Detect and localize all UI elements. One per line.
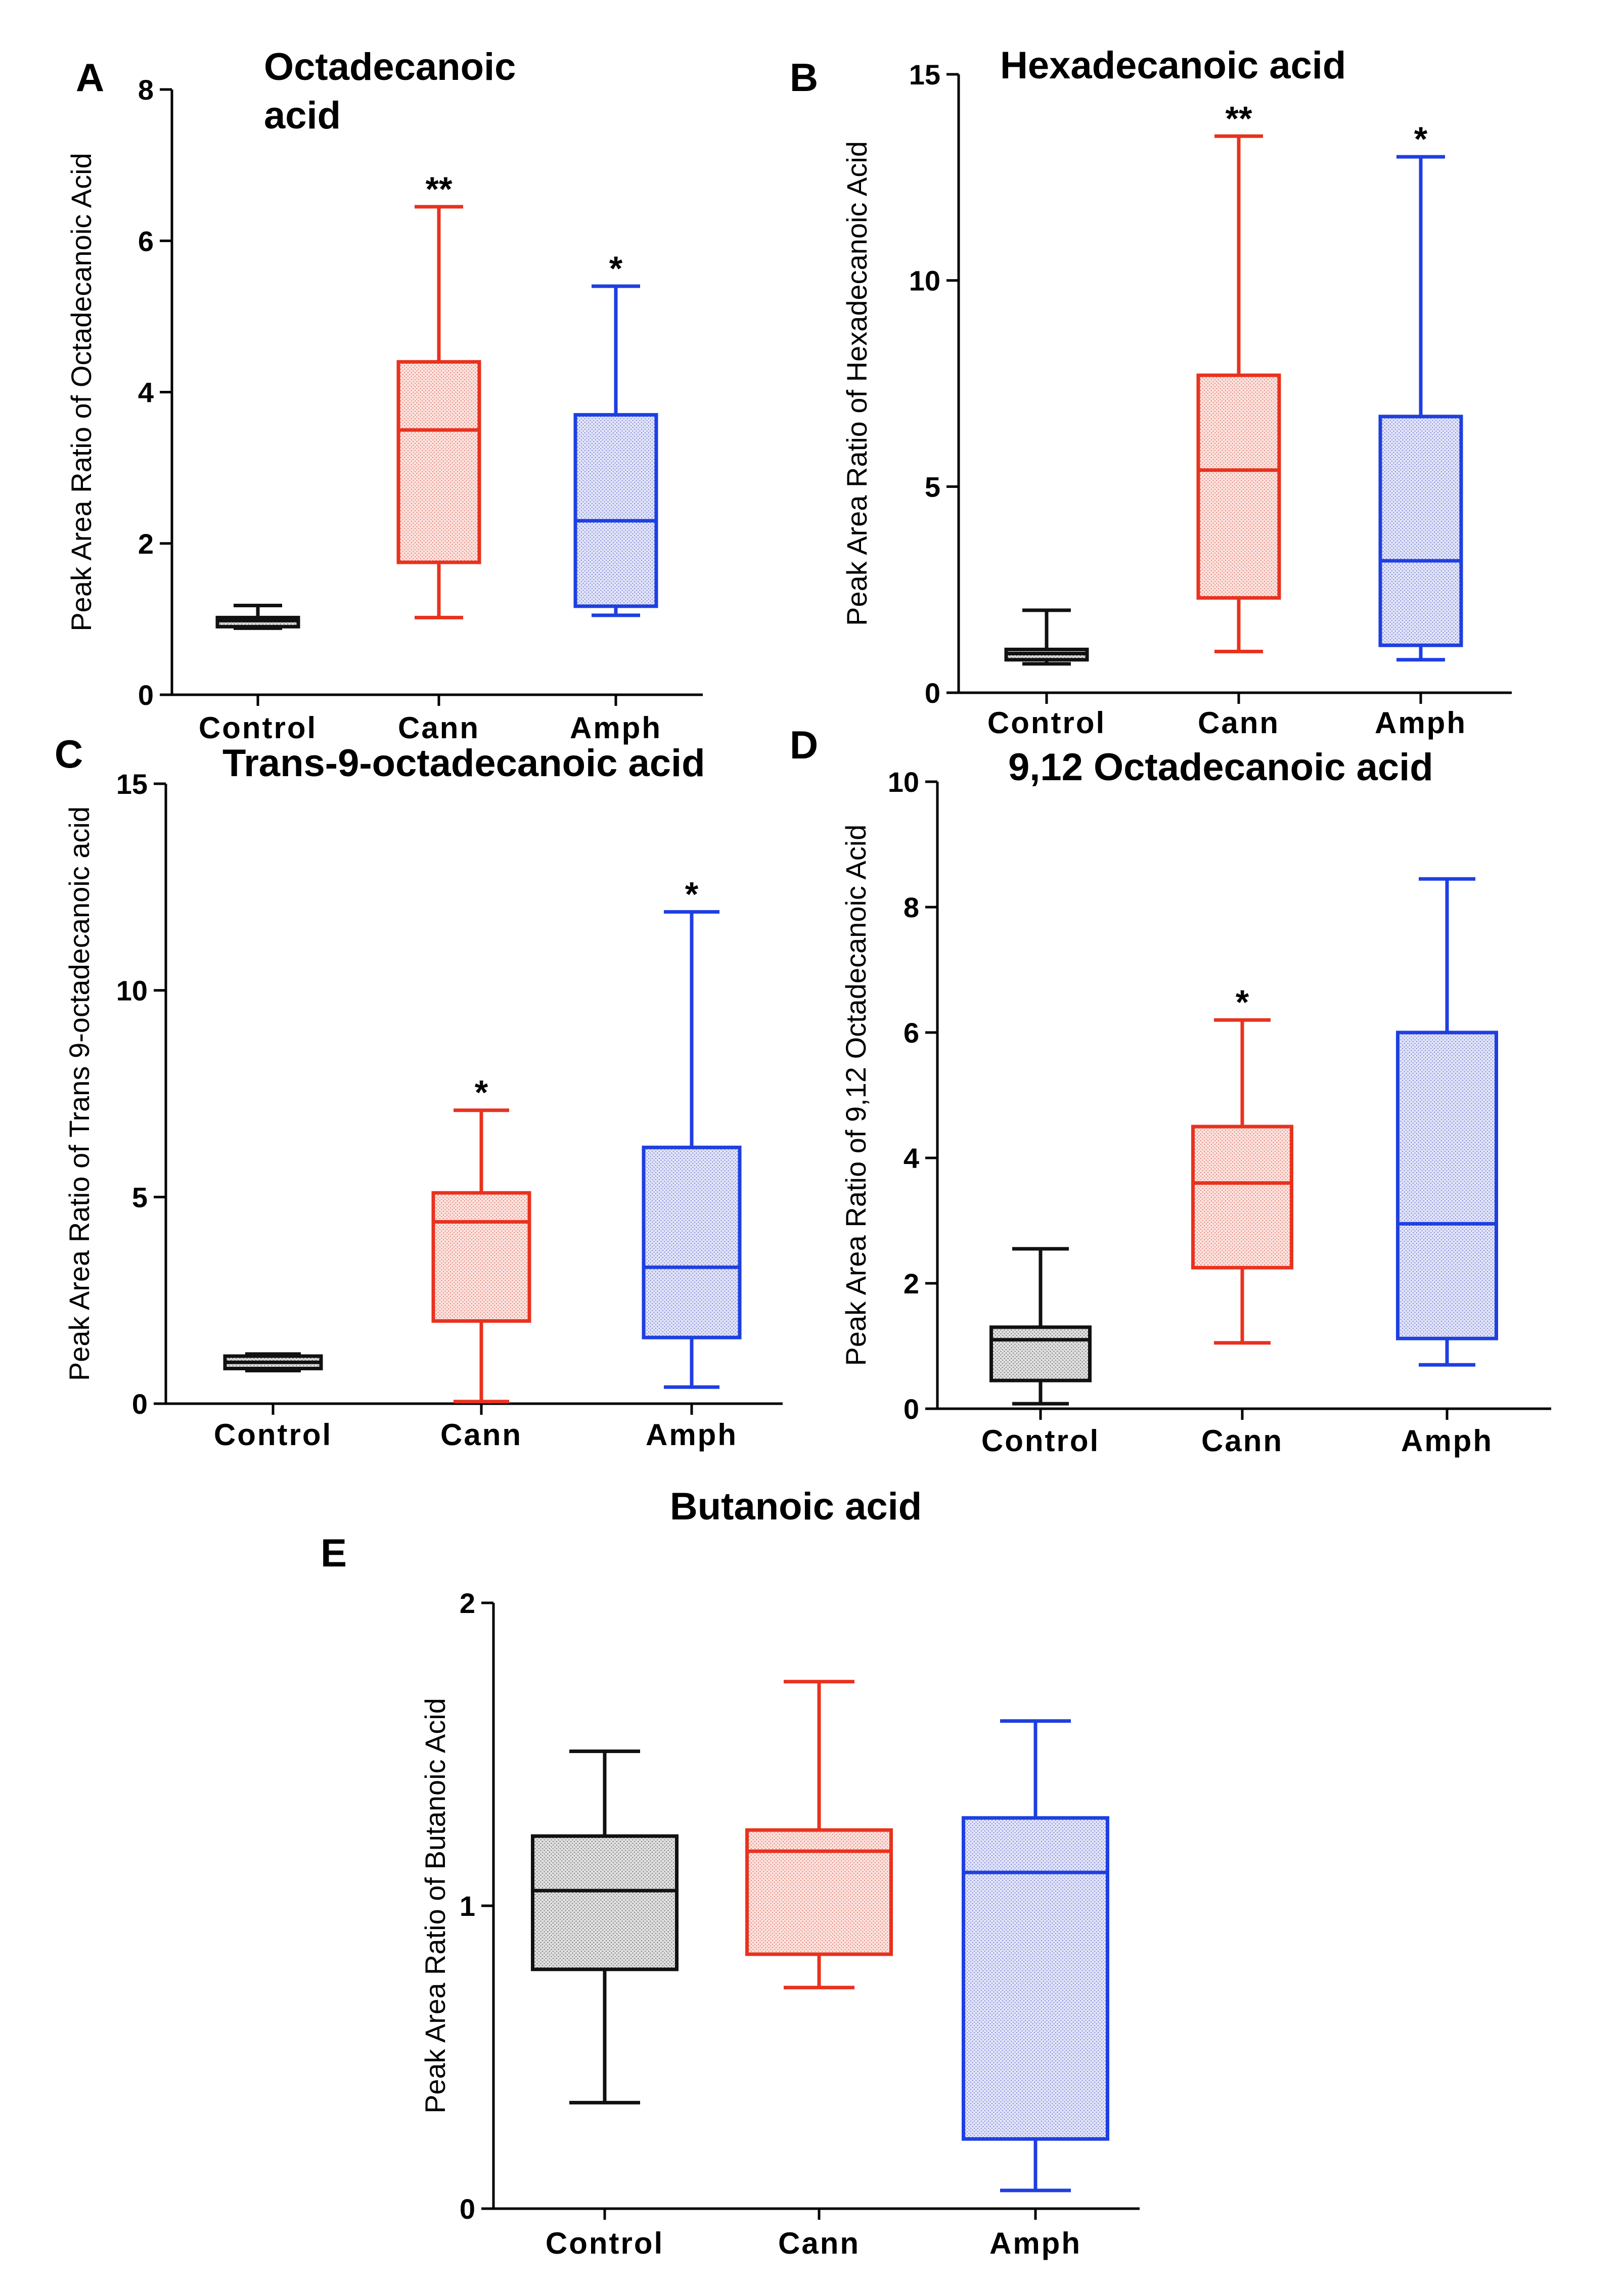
panel-c: C Trans-9-octadecanoic acid Peak Area Rati… (55, 732, 783, 1452)
y-tick-label: 8 (138, 74, 154, 106)
y-tick-label: 6 (138, 225, 154, 257)
x-category-label: Control (199, 711, 317, 745)
iqr-box (531, 1834, 679, 1971)
y-tick-label: 5 (132, 1181, 148, 1213)
y-tick-label: 10 (888, 766, 919, 798)
box-amph (962, 1719, 1109, 2192)
x-category-label: Cann (1198, 706, 1280, 740)
iqr-box (1196, 373, 1281, 600)
y-tick-label: 4 (904, 1142, 919, 1174)
y-axis-label: Peak Area Ratio of Octadecanoic Acid (65, 153, 97, 631)
x-category-label: Amph (1375, 706, 1467, 740)
panel-title: Trans-9-octadecanoic acid (222, 742, 705, 785)
box-amph (1396, 877, 1498, 1367)
panel-title: Hexadecanoic acid (1000, 44, 1346, 87)
iqr-box (1396, 1030, 1498, 1340)
significance-marker: ** (1226, 99, 1252, 138)
x-category-label: Cann (1201, 1424, 1283, 1458)
iqr-box (1191, 1125, 1293, 1270)
iqr-box (962, 1816, 1109, 2141)
y-tick-label: 2 (138, 528, 154, 560)
y-tick-label: 8 (904, 891, 919, 923)
x-category-label: Cann (778, 2226, 860, 2260)
y-tick-label: 15 (909, 59, 940, 91)
panel-d: D 9,12 Octadecanoic acid Peak Area Ratio o… (790, 723, 1551, 1458)
box-amph: * (642, 875, 742, 1389)
x-category-label: Control (214, 1418, 332, 1452)
y-tick-label: 0 (925, 677, 940, 709)
significance-marker: * (1236, 983, 1249, 1021)
y-tick-label: 10 (909, 265, 940, 297)
y-axis-label: Peak Area Ratio of 9,12 Octadecanoic Aci… (840, 825, 872, 1366)
y-tick-label: 2 (904, 1268, 919, 1299)
x-category-label: Cann (440, 1418, 522, 1452)
y-tick-label: 0 (460, 2193, 475, 2225)
panel-letter: B (790, 55, 818, 100)
x-category-label: Amph (570, 711, 662, 745)
iqr-box (573, 413, 658, 608)
x-category-label: Cann (398, 711, 480, 745)
significance-marker: ** (426, 170, 453, 208)
panel-title: Butanoic acid (670, 1485, 922, 1528)
x-category-label: Amph (989, 2226, 1081, 2260)
panel-b: B Hexadecanoic acid Peak Area Ratio of Hex… (790, 44, 1512, 740)
panel-letter: D (790, 723, 818, 767)
box-cann: * (1191, 983, 1293, 1345)
iqr-box (745, 1828, 893, 1956)
y-axis-label: Peak Area Ratio of Trans 9-octadecanoic … (63, 806, 95, 1381)
significance-marker: * (685, 875, 699, 913)
y-tick-label: 2 (460, 1587, 475, 1619)
y-tick-label: 15 (116, 768, 148, 800)
panel-title: acid (264, 94, 341, 137)
significance-marker: * (1414, 120, 1428, 158)
x-category-label: Control (981, 1424, 1100, 1458)
panel-letter: C (55, 732, 83, 776)
iqr-box (431, 1191, 531, 1323)
box-amph: * (573, 249, 658, 617)
panel-title: 9,12 Octadecanoic acid (1008, 746, 1433, 789)
box-control (531, 1750, 679, 2104)
y-tick-label: 4 (138, 377, 154, 409)
box-cann: ** (1196, 99, 1281, 653)
box-cann: * (431, 1073, 531, 1404)
panel-a: A Octadecanoic acid Peak Area Ratio of Octa… (65, 46, 703, 745)
iqr-box (989, 1325, 1092, 1382)
panel-letter: E (321, 1531, 347, 1575)
significance-marker: * (475, 1073, 488, 1112)
x-category-label: Control (546, 2226, 664, 2260)
y-tick-label: 1 (460, 1890, 475, 1922)
box-amph: * (1378, 120, 1463, 662)
box-control (223, 1352, 323, 1373)
y-tick-label: 0 (904, 1393, 919, 1425)
box-control (215, 603, 300, 630)
box-cann: ** (396, 170, 481, 619)
y-axis-label: Peak Area Ratio of Hexadecanoic Acid (841, 141, 873, 626)
x-category-label: Amph (1401, 1424, 1493, 1458)
iqr-box (396, 360, 481, 564)
box-control (1004, 608, 1089, 666)
x-category-label: Control (987, 706, 1106, 740)
y-tick-label: 10 (116, 975, 148, 1007)
panel-e: E Butanoic acid Peak Area Ratio of Butanoi… (321, 1485, 1140, 2260)
y-tick-label: 5 (925, 471, 940, 503)
y-axis-label: Peak Area Ratio of Butanoic Acid (419, 1698, 451, 2114)
panel-title: Octadecanoic (264, 46, 516, 88)
box-cann (745, 1680, 893, 1990)
x-category-label: Amph (646, 1418, 738, 1452)
significance-marker: * (609, 249, 623, 288)
box-control (989, 1247, 1092, 1406)
y-tick-label: 0 (138, 679, 154, 711)
panel-letter: A (76, 55, 104, 100)
y-tick-label: 6 (904, 1017, 919, 1049)
iqr-box (1378, 415, 1463, 647)
iqr-box (642, 1145, 742, 1339)
y-tick-label: 0 (132, 1388, 148, 1420)
